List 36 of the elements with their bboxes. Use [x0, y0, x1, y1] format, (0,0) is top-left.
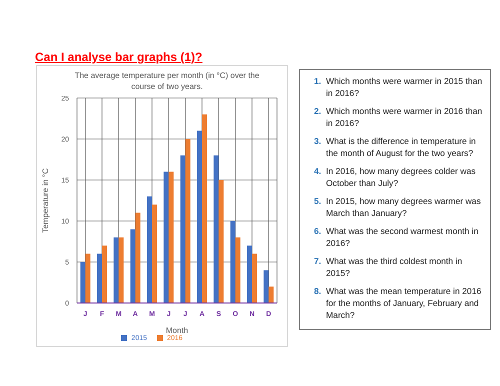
bar: [152, 204, 157, 303]
bar: [214, 155, 219, 303]
text: 6. What was the second warmest month in 2016?: [314, 225, 480, 249]
bar: [252, 254, 257, 303]
text: 1. Which months were warmer in 2015 than in 2016?: [314, 75, 484, 99]
bar: [218, 180, 224, 303]
bar: [168, 172, 174, 303]
bar: [185, 139, 190, 303]
bar: [180, 155, 186, 303]
bar: [135, 212, 140, 303]
bar: [247, 246, 252, 303]
bar: [130, 229, 136, 303]
y-axis-title: Temperature in °C: [40, 168, 50, 233]
bar: [97, 254, 102, 303]
bar: [85, 254, 90, 303]
bar: [230, 221, 236, 303]
bar: [114, 237, 119, 303]
x-axis-title: Month: [166, 326, 188, 335]
bar: [164, 172, 169, 303]
bar: [102, 246, 107, 303]
bar: [118, 237, 124, 303]
bar: [147, 196, 152, 303]
chart-subtitle: The average temperature per month (in °C) over the course of two years.: [74, 70, 260, 92]
text: 7. What was the third coldest month in 2015?: [314, 255, 464, 279]
bar: [268, 286, 274, 303]
chart-title: Can I analyse bar graphs (1)?: [35, 50, 202, 64]
bar: [197, 130, 202, 303]
bar: [235, 237, 240, 303]
bar: [264, 270, 269, 303]
text: 2. Which months were warmer in 2016 than in 2016?: [314, 105, 484, 129]
text: 4. In 2016, how many degrees colder was October than July?: [314, 165, 477, 189]
text: 8. What was the mean temperature in 2016 for the months of January, February and March?: [314, 285, 482, 321]
bar: [80, 262, 86, 303]
bar: [202, 114, 207, 303]
text: 5. In 2015, how many degrees warmer was March than January?: [314, 195, 482, 219]
text: 3. What is the difference in temperature in the month of August for the two years?: [314, 135, 477, 159]
